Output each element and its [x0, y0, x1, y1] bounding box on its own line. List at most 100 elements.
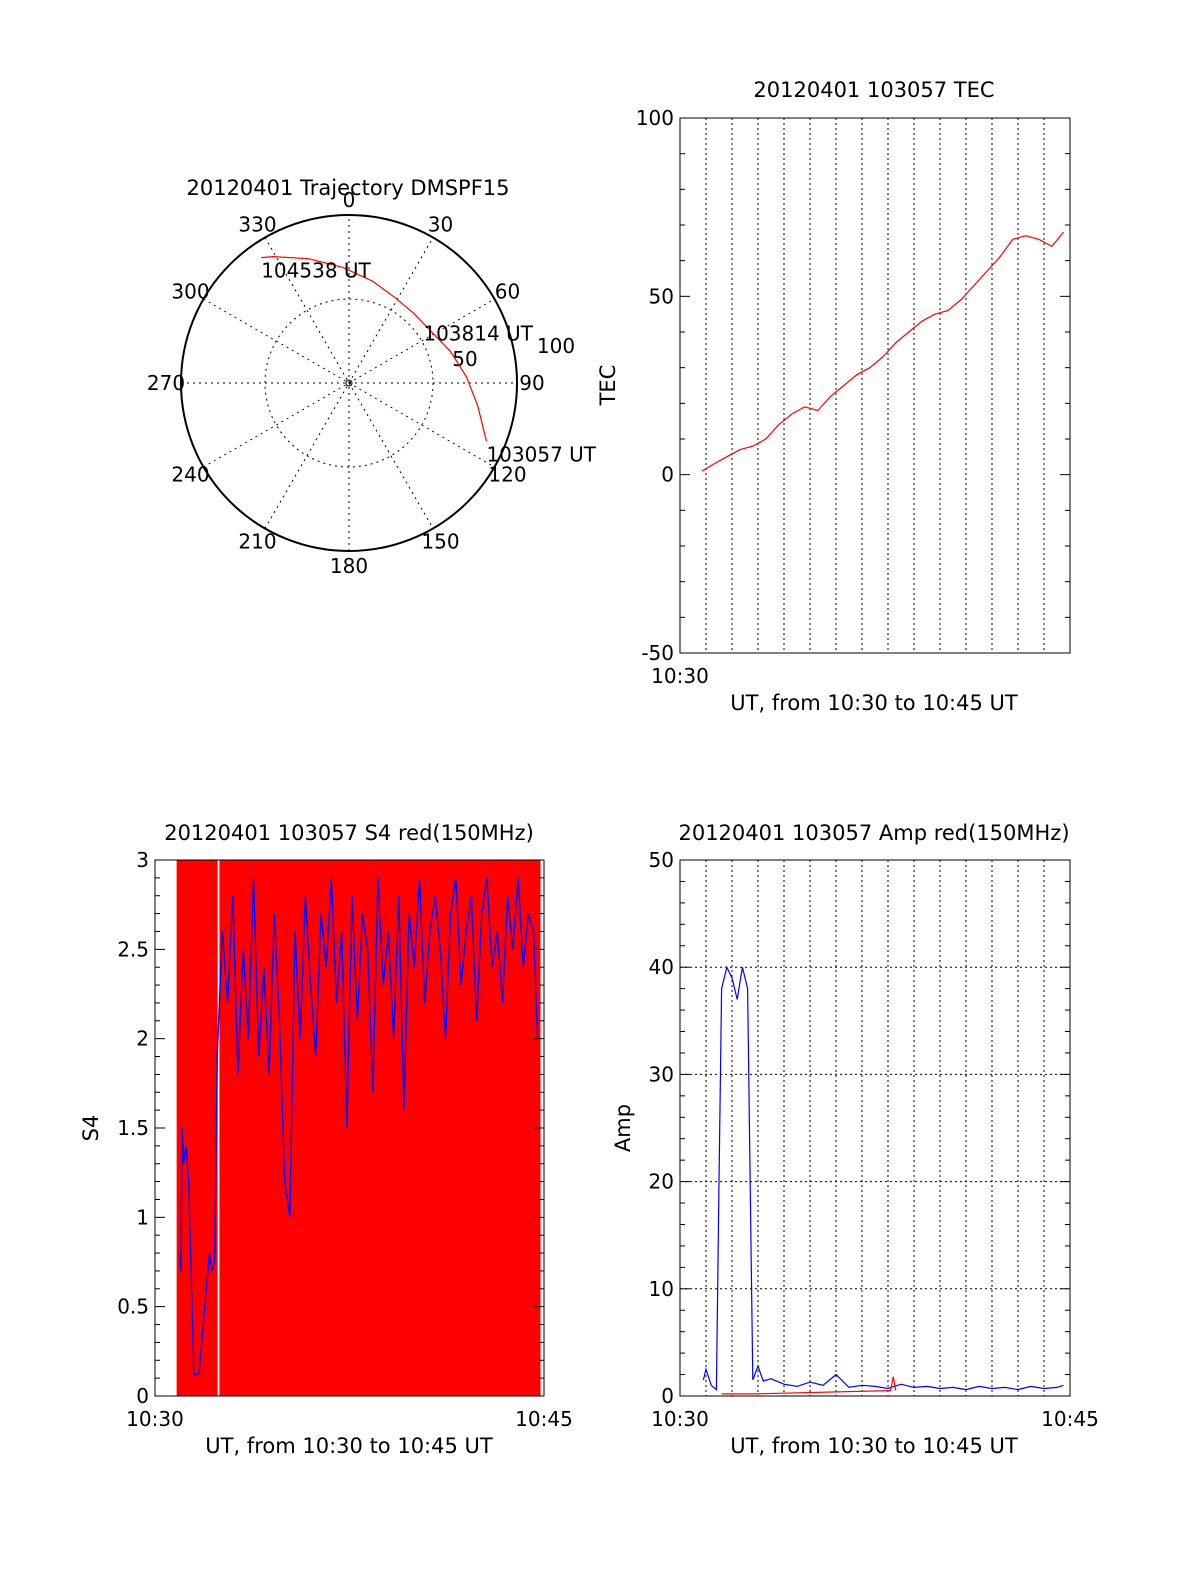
s4-bar	[234, 860, 241, 1396]
s4-bar	[398, 860, 405, 1396]
polar-series	[261, 255, 488, 442]
s4-bar	[402, 860, 409, 1396]
s4-bar	[394, 860, 401, 1396]
s4-plot: 20120401 103057 S4 red(150MHz) UT, from …	[79, 821, 573, 1458]
s4-bar	[526, 860, 533, 1396]
s4-bar	[429, 860, 436, 1396]
polar-annotation: 103057 UT	[486, 442, 596, 466]
s4-bar	[375, 860, 382, 1396]
s4-bar	[308, 860, 315, 1396]
polar-radial-label: 100	[537, 334, 575, 358]
polar-angle-label: 0	[343, 188, 356, 212]
polar-angle-label: 330	[238, 213, 276, 237]
s4-bar	[227, 860, 234, 1396]
polar-spoke	[264, 237, 434, 529]
y-tick-label: 1	[136, 1205, 149, 1229]
s4-bar	[382, 860, 389, 1396]
y-tick-label: 50	[649, 848, 674, 872]
s4-bar	[246, 860, 253, 1396]
x-tick-label: 10:30	[651, 1407, 709, 1431]
y-tick-label: 0	[136, 1384, 149, 1408]
s4-bar	[378, 860, 385, 1396]
polar-grid	[180, 214, 518, 552]
y-tick-label: 1.5	[117, 1116, 149, 1140]
s4-bar	[499, 860, 506, 1396]
s4-bar	[219, 860, 226, 1396]
x-tick-label: 10:45	[515, 1407, 573, 1431]
tec-plot: 20120401 103057 TEC UT, from 10:30 to 10…	[596, 78, 1071, 715]
s4-bar	[305, 860, 312, 1396]
s4-xlabel: UT, from 10:30 to 10:45 UT	[205, 1434, 493, 1458]
s4-bar	[289, 860, 296, 1396]
polar-angle-label: 120	[488, 463, 526, 487]
y-tick-label: 40	[649, 955, 674, 979]
y-tick-label: 0	[661, 1384, 674, 1408]
y-tick-label: 30	[649, 1062, 674, 1086]
s4-bar	[421, 860, 428, 1396]
s4-bar	[487, 860, 494, 1396]
s4-bar	[413, 860, 420, 1396]
s4-bar	[293, 860, 300, 1396]
y-tick-label: 0.5	[117, 1295, 149, 1319]
x-tick-label: 10:30	[126, 1407, 184, 1431]
s4-bar	[242, 860, 249, 1396]
s4-bar	[320, 860, 327, 1396]
s4-bar	[511, 860, 518, 1396]
s4-bar	[386, 860, 393, 1396]
x-tick-label: 10:45	[1041, 1407, 1099, 1431]
s4-bar	[433, 860, 440, 1396]
s4-bar	[441, 860, 448, 1396]
polar-trajectory-line	[261, 255, 488, 442]
s4-bar	[183, 860, 190, 1396]
s4-bar	[371, 860, 378, 1396]
s4-bar	[258, 860, 265, 1396]
s4-bar	[285, 860, 292, 1396]
s4-bar	[301, 860, 308, 1396]
s4-bar	[312, 860, 319, 1396]
s4-bar	[250, 860, 257, 1396]
y-tick-label: -50	[641, 641, 674, 665]
s4-bar	[425, 860, 432, 1396]
y-tick-label: 2.5	[117, 937, 149, 961]
s4-bar	[262, 860, 269, 1396]
s4-bar	[332, 860, 339, 1396]
plot-frame	[679, 117, 1071, 654]
s4-title: 20120401 103057 S4 red(150MHz)	[164, 821, 534, 845]
s4-bar	[266, 860, 273, 1396]
polar-radial-labels: 50 100	[452, 334, 575, 371]
y-tick-label: 50	[649, 284, 674, 308]
s4-bar	[351, 860, 358, 1396]
s4-bar	[205, 860, 212, 1396]
s4-bar	[367, 860, 374, 1396]
polar-angle-label: 90	[519, 371, 544, 395]
s4-ylabel: S4	[79, 1115, 103, 1142]
s4-bar	[211, 860, 218, 1396]
y-tick-label: 3	[136, 848, 149, 872]
y-tick-label: 20	[649, 1170, 674, 1194]
polar-angle-label: 180	[330, 554, 368, 578]
s4-bar	[406, 860, 413, 1396]
s4-bar	[316, 860, 323, 1396]
y-tick-label: 0	[661, 463, 674, 487]
s4-bar	[193, 860, 200, 1396]
polar-angle-label: 150	[421, 529, 459, 553]
s4-bar	[452, 860, 459, 1396]
amp-plot: 20120401 103057 Amp red(150MHz) UT, from…	[611, 821, 1099, 1458]
tec-plot-area: -50 0 50 100 10:30	[636, 106, 1071, 688]
y-tick-label: 100	[636, 106, 674, 130]
s4-bar	[297, 860, 304, 1396]
s4-bar	[254, 860, 261, 1396]
amp-series-line	[702, 965, 1064, 1391]
polar-angle-label: 240	[171, 463, 209, 487]
polar-angle-label: 60	[495, 280, 520, 304]
tec-series-line	[701, 231, 1064, 472]
s4-bar	[390, 860, 397, 1396]
polar-angle-label: 270	[147, 371, 185, 395]
s4-bar	[355, 860, 362, 1396]
s4-bar	[417, 860, 424, 1396]
s4-bar	[530, 860, 537, 1396]
polar-annotation: 103814 UT	[423, 322, 533, 346]
s4-bar	[448, 860, 455, 1396]
s4-bar	[223, 860, 230, 1396]
